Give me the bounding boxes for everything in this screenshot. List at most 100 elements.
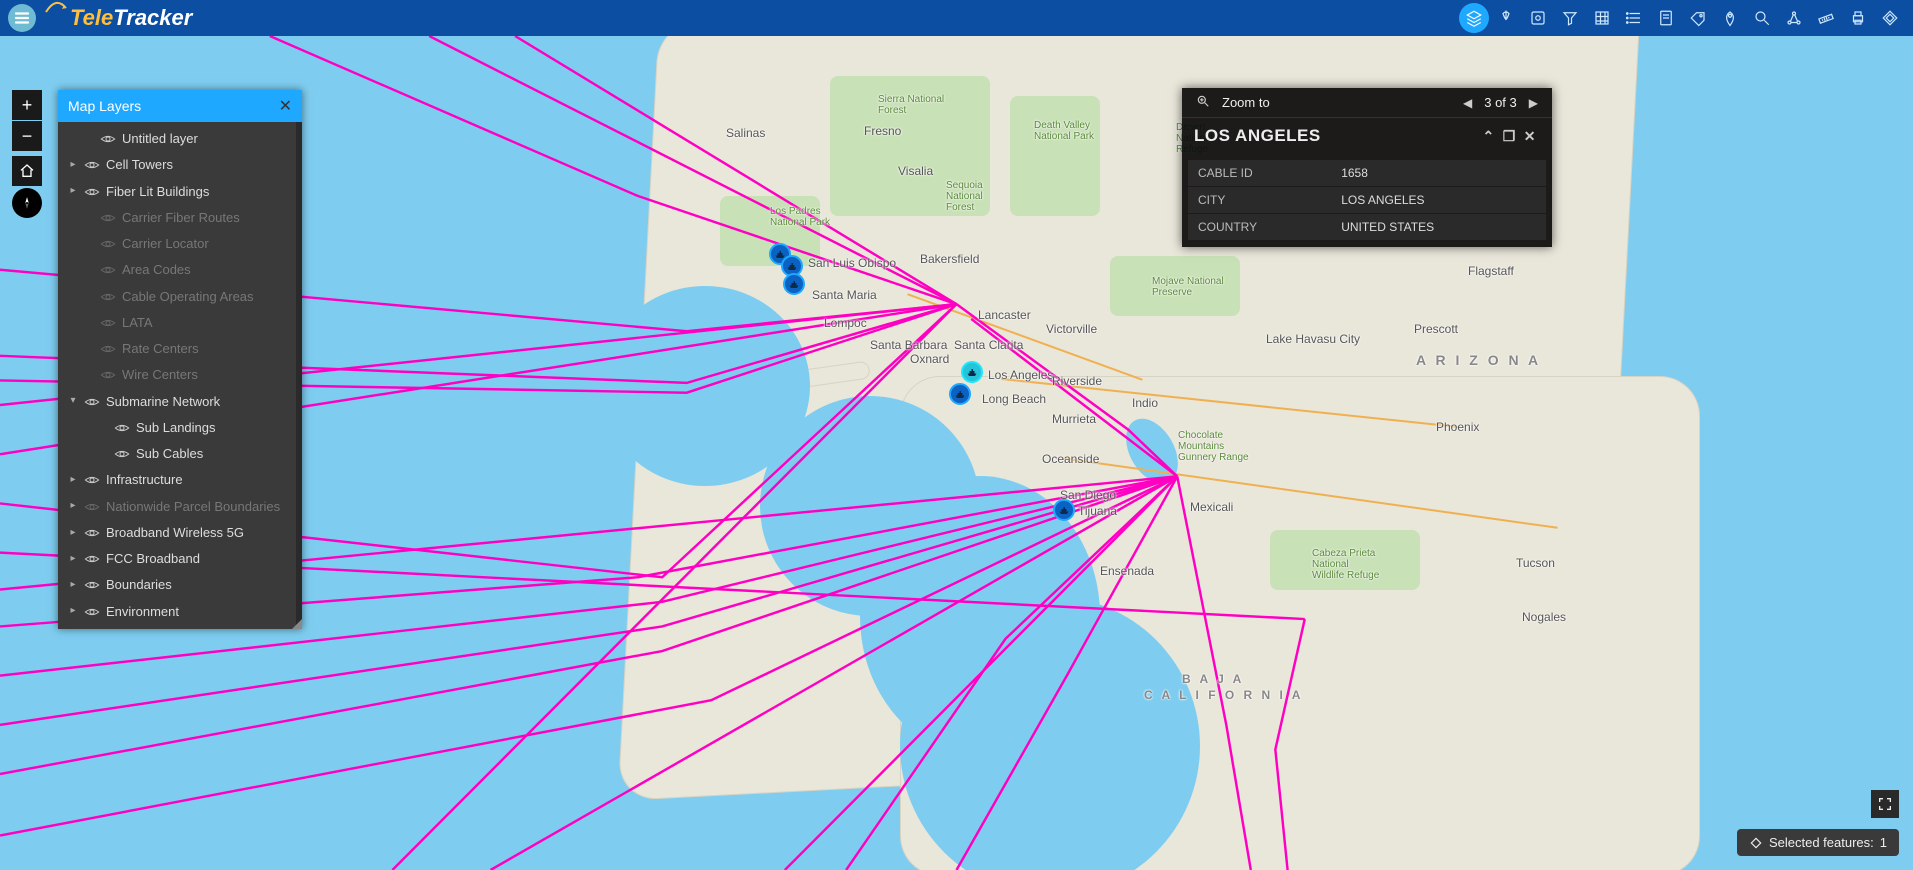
popup-dock-icon[interactable]: ❐: [1499, 128, 1520, 145]
attr-key: COUNTRY: [1188, 214, 1331, 240]
zoom-to-icon[interactable]: [1192, 94, 1214, 111]
layers-panel-header[interactable]: Map Layers ✕: [58, 90, 302, 122]
map-label: Death ValleyNational Park: [1034, 120, 1094, 142]
attribute-row: CITYLOS ANGELES: [1188, 187, 1546, 213]
layer-sub-cables[interactable]: Sub Cables: [58, 441, 296, 467]
map-label: Victorville: [1046, 322, 1097, 336]
layer-submarine-network[interactable]: ▾Submarine Network: [58, 389, 296, 415]
fullscreen-button[interactable]: [1871, 790, 1899, 818]
list-icon[interactable]: [1619, 3, 1649, 33]
note-icon[interactable]: [1651, 3, 1681, 33]
layer-carrier-locator[interactable]: Carrier Locator: [58, 231, 296, 257]
layer-label: Fiber Lit Buildings: [106, 184, 209, 200]
visibility-toggle-icon[interactable]: [100, 315, 116, 331]
submarine-cable[interactable]: [957, 476, 1178, 870]
measure-icon[interactable]: [1811, 3, 1841, 33]
visibility-toggle-icon[interactable]: [84, 499, 100, 515]
layer-cable-operating-areas[interactable]: Cable Operating Areas: [58, 284, 296, 310]
visibility-toggle-icon[interactable]: [84, 551, 100, 567]
map-label: Oceanside: [1042, 452, 1099, 466]
layers-close-button[interactable]: ✕: [279, 96, 292, 116]
landing-point-marker[interactable]: [961, 361, 983, 383]
pin-icon[interactable]: [1491, 3, 1521, 33]
landing-point-marker[interactable]: [783, 273, 805, 295]
submarine-cable[interactable]: [846, 476, 1177, 870]
submarine-cable[interactable]: [1275, 619, 1304, 870]
zoom-in-button[interactable]: +: [12, 90, 42, 120]
landing-point-marker[interactable]: [949, 383, 971, 405]
layer-fiber-lit-buildings[interactable]: ▸Fiber Lit Buildings: [58, 179, 296, 205]
popup-prev-button[interactable]: ◀: [1459, 96, 1476, 110]
visibility-toggle-icon[interactable]: [100, 341, 116, 357]
print-icon[interactable]: [1843, 3, 1873, 33]
visibility-toggle-icon[interactable]: [100, 236, 116, 252]
popup-next-button[interactable]: ▶: [1525, 96, 1542, 110]
filter-icon[interactable]: [1555, 3, 1585, 33]
home-extent-button[interactable]: [12, 156, 42, 186]
layer-cell-towers[interactable]: ▸Cell Towers: [58, 152, 296, 178]
attribute-row: CABLE ID1658: [1188, 160, 1546, 186]
layer-untitled-layer[interactable]: Untitled layer: [58, 126, 296, 152]
visibility-toggle-icon[interactable]: [84, 394, 100, 410]
logo-part1: Tele: [70, 5, 113, 31]
visibility-toggle-icon[interactable]: [114, 420, 130, 436]
visibility-toggle-icon[interactable]: [100, 210, 116, 226]
logo-text: TeleTracker: [70, 5, 192, 31]
layer-area-codes[interactable]: Area Codes: [58, 257, 296, 283]
visibility-toggle-icon[interactable]: [114, 446, 130, 462]
layer-infrastructure[interactable]: ▸Infrastructure: [58, 467, 296, 493]
layer-sub-landings[interactable]: Sub Landings: [58, 415, 296, 441]
layer-wire-centers[interactable]: Wire Centers: [58, 362, 296, 388]
visibility-toggle-icon[interactable]: [84, 157, 100, 173]
layer-broadband-5g[interactable]: ▸Broadband Wireless 5G: [58, 520, 296, 546]
zoom-to-label[interactable]: Zoom to: [1222, 95, 1270, 110]
compass-button[interactable]: [12, 188, 42, 218]
visibility-toggle-icon[interactable]: [84, 604, 100, 620]
layer-nationwide-parcel[interactable]: ▸Nationwide Parcel Boundaries: [58, 494, 296, 520]
popup-close-icon[interactable]: ✕: [1520, 128, 1540, 145]
visibility-toggle-icon[interactable]: [84, 525, 100, 541]
zoom-area-icon[interactable]: [1747, 3, 1777, 33]
visibility-toggle-icon[interactable]: [84, 472, 100, 488]
layers-panel-title: Map Layers: [68, 98, 141, 114]
inspect-icon[interactable]: [1523, 3, 1553, 33]
layer-label: Carrier Locator: [122, 236, 209, 252]
submarine-cable[interactable]: [491, 476, 1178, 870]
topbar-tools: [1459, 3, 1905, 33]
layer-boundaries[interactable]: ▸Boundaries: [58, 572, 296, 598]
map-label: Murrieta: [1052, 412, 1096, 426]
layer-lata[interactable]: LATA: [58, 310, 296, 336]
visibility-toggle-icon[interactable]: [100, 367, 116, 383]
panel-resize-handle[interactable]: [292, 619, 304, 631]
table-icon[interactable]: [1587, 3, 1617, 33]
network-icon[interactable]: [1779, 3, 1809, 33]
map-label: Visalia: [898, 164, 933, 178]
logo-swoosh-icon: [44, 0, 68, 14]
zoom-out-button[interactable]: −: [12, 121, 42, 151]
submarine-cable[interactable]: [785, 476, 1177, 870]
tags-icon[interactable]: [1683, 3, 1713, 33]
ship-icon: [788, 278, 800, 290]
layer-rate-centers[interactable]: Rate Centers: [58, 336, 296, 362]
layer-fcc-broadband[interactable]: ▸FCC Broadband: [58, 546, 296, 572]
visibility-toggle-icon[interactable]: [100, 289, 116, 305]
layer-carrier-fiber-routes[interactable]: Carrier Fiber Routes: [58, 205, 296, 231]
marker-icon[interactable]: [1715, 3, 1745, 33]
popup-collapse-icon[interactable]: ⌃: [1478, 128, 1498, 145]
visibility-toggle-icon[interactable]: [100, 131, 116, 147]
selected-label: Selected features:: [1769, 835, 1874, 850]
landing-point-marker[interactable]: [1053, 499, 1075, 521]
basemap-icon[interactable]: [1875, 3, 1905, 33]
map-label: San Luis Obispo: [808, 256, 896, 270]
map[interactable]: SalinasFresnoVisaliaBakersfieldSan Luis …: [0, 36, 1913, 870]
map-label: Sierra NationalForest: [878, 94, 944, 116]
map-label: Long Beach: [982, 392, 1046, 406]
layer-label: Boundaries: [106, 577, 172, 593]
layer-environment[interactable]: ▸Environment: [58, 599, 296, 625]
feature-popup: Zoom to ◀ 3 of 3 ▶ LOS ANGELES ⌃ ❐ ✕ CAB…: [1182, 88, 1552, 247]
layers-icon[interactable]: [1459, 3, 1489, 33]
selected-features-chip[interactable]: Selected features:1: [1737, 829, 1899, 856]
visibility-toggle-icon[interactable]: [100, 262, 116, 278]
visibility-toggle-icon[interactable]: [84, 184, 100, 200]
visibility-toggle-icon[interactable]: [84, 577, 100, 593]
